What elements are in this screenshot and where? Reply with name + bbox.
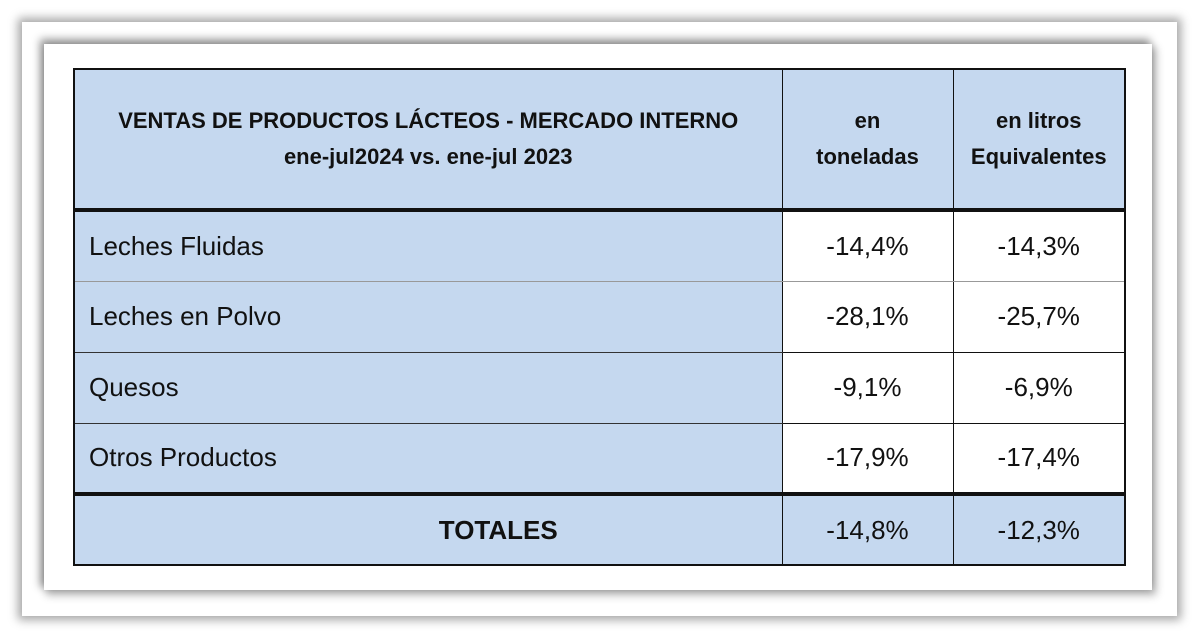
row-value-liters: -17,4% xyxy=(952,422,1126,495)
row-value-tons: -9,1% xyxy=(781,351,954,424)
column-header-tons-line2: toneladas xyxy=(816,144,919,169)
table-title: VENTAS DE PRODUCTOS LÁCTEOS - MERCADO IN… xyxy=(118,108,739,133)
row-label: Leches Fluidas xyxy=(74,208,783,282)
column-header-liters: en litros Equivalentes xyxy=(952,68,1126,212)
totals-value-liters: -12,3% xyxy=(952,492,1126,566)
column-header-tons-line1: en xyxy=(854,108,881,133)
row-value-tons: -17,9% xyxy=(781,422,954,495)
row-label: Quesos xyxy=(74,351,783,424)
column-header-liters-line1: en litros xyxy=(995,108,1082,133)
table-row: Otros Productos -17,9% -17,4% xyxy=(74,422,1126,495)
table-row: Quesos -9,1% -6,9% xyxy=(74,351,1126,424)
table-title-header: VENTAS DE PRODUCTOS LÁCTEOS - MERCADO IN… xyxy=(73,68,783,212)
column-header-tons: en toneladas xyxy=(781,68,954,212)
row-value-tons: -14,4% xyxy=(781,208,954,282)
row-value-liters: -6,9% xyxy=(952,351,1126,424)
row-label: Leches en Polvo xyxy=(74,280,783,353)
table-subtitle-period: ene-jul2024 vs. ene-jul 2023 xyxy=(283,144,573,169)
table-row: Leches en Polvo -28,1% -25,7% xyxy=(74,280,1126,353)
totals-label: TOTALES xyxy=(74,492,783,566)
column-header-liters-line2: Equivalentes xyxy=(970,144,1107,169)
table-header-row: VENTAS DE PRODUCTOS LÁCTEOS - MERCADO IN… xyxy=(73,68,1126,212)
totals-row: TOTALES -14,8% -12,3% xyxy=(74,492,1126,566)
table-row: Leches Fluidas -14,4% -14,3% xyxy=(74,208,1126,282)
row-value-liters: -25,7% xyxy=(952,280,1126,353)
row-value-tons: -28,1% xyxy=(781,280,954,353)
row-label: Otros Productos xyxy=(74,422,783,495)
row-value-liters: -14,3% xyxy=(952,208,1126,282)
totals-value-tons: -14,8% xyxy=(781,492,954,566)
dairy-sales-table: VENTAS DE PRODUCTOS LÁCTEOS - MERCADO IN… xyxy=(73,68,1126,566)
